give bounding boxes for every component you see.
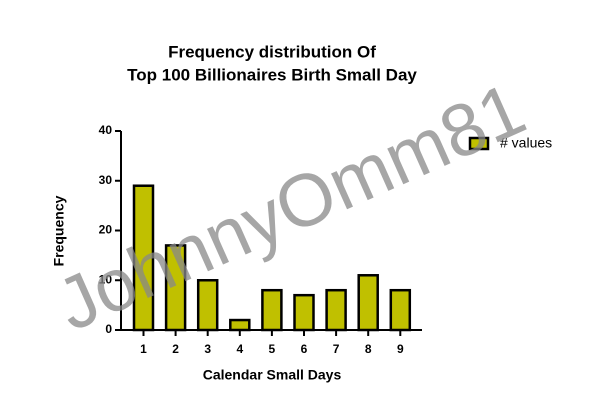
x-tick-label: 5 <box>269 342 276 356</box>
x-tick-label: 8 <box>365 342 372 356</box>
x-tick-label: 6 <box>301 342 308 356</box>
watermark: JohnnyOmm81 <box>44 67 536 347</box>
y-tick-label: 30 <box>99 173 113 187</box>
legend-label: # values <box>500 135 552 151</box>
bar <box>293 293 315 332</box>
y-tick-label: 20 <box>99 223 113 237</box>
chart-title: Top 100 Billionaires Birth Small Day <box>127 65 417 84</box>
bar <box>325 288 347 332</box>
bar <box>261 288 283 332</box>
chart-title: Frequency distribution Of <box>168 42 376 61</box>
x-tick-label: 4 <box>236 342 243 356</box>
y-axis-label: Frequency <box>51 195 67 266</box>
x-tick-label: 3 <box>204 342 211 356</box>
bar <box>357 274 379 332</box>
legend-swatch <box>468 136 490 151</box>
bar <box>389 288 412 332</box>
y-tick-label: 40 <box>99 123 113 137</box>
x-tick-label: 7 <box>333 342 340 356</box>
y-tick-label: 0 <box>105 322 112 336</box>
x-tick-label: 2 <box>172 342 179 356</box>
x-tick-label: 1 <box>140 342 147 356</box>
x-axis-label: Calendar Small Days <box>203 367 342 383</box>
x-tick-label: 9 <box>397 342 404 356</box>
bar <box>229 318 251 332</box>
y-tick-label: 10 <box>99 272 113 286</box>
